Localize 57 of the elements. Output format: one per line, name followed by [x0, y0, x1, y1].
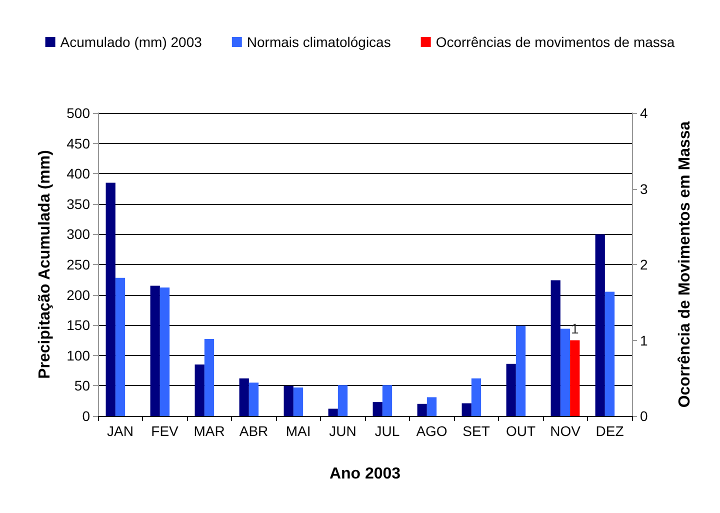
y-tick-label: 300 [66, 226, 90, 242]
bar [239, 378, 249, 416]
y2-tick-label: 0 [640, 408, 648, 424]
x-tick-label: SET [462, 423, 490, 439]
bar [462, 403, 472, 416]
y2-tick-label: 1 [640, 332, 648, 348]
bar [426, 397, 437, 416]
legend-label: Acumulado (mm) 2003 [60, 34, 202, 50]
y-tick-label: 500 [66, 105, 90, 121]
legend-label: Ocorrências de movimentos de massa [436, 34, 675, 50]
x-tick-label: AGO [416, 423, 448, 439]
y-tick-label: 0 [82, 408, 90, 424]
y2-tick-label: 2 [640, 256, 648, 272]
x-tick-label: DEZ [596, 423, 624, 439]
bar [417, 404, 427, 416]
bar [604, 292, 615, 416]
bar [372, 402, 382, 416]
x-tick-label: ABR [239, 423, 268, 439]
y-tick-label: 450 [66, 135, 90, 152]
y-tick-label: 50 [74, 378, 90, 394]
bar [382, 385, 392, 416]
bar [516, 326, 526, 416]
x-tick-label: JUN [329, 423, 356, 439]
x-tick-label: MAI [286, 423, 311, 439]
bar [150, 286, 160, 416]
x-tick-label: JAN [107, 423, 134, 439]
x-tick-label: FEV [151, 423, 180, 439]
x-tick-label: OUT [506, 423, 536, 439]
x-tick-label: NOV [550, 423, 582, 439]
y2-axis-title: Ocorrência de Movimentos em Massa [676, 121, 694, 408]
bar [338, 385, 348, 416]
y-tick-label: 350 [66, 196, 90, 212]
bar [248, 382, 259, 416]
y-tick-label: 250 [66, 256, 90, 272]
y2-tick-label: 3 [640, 180, 648, 197]
y-tick-label: 200 [66, 286, 90, 303]
y-tick-label: 400 [66, 166, 90, 182]
legend-label: Normais climatológicas [246, 34, 391, 50]
bar [115, 278, 126, 416]
y2-tick-label: 4 [640, 105, 648, 121]
x-tick-label: MAR [194, 423, 225, 439]
bar [595, 234, 605, 416]
bar [506, 364, 516, 416]
x-tick-label: JUL [374, 423, 400, 439]
bar [550, 280, 560, 416]
bar [284, 386, 294, 416]
y-tick-label: 100 [66, 347, 90, 364]
bar [328, 408, 338, 416]
bar [471, 378, 482, 416]
bar [106, 182, 116, 416]
bar [293, 388, 304, 416]
bar [204, 339, 214, 416]
bar [160, 288, 170, 416]
bar [194, 364, 204, 416]
x-axis-title: Ano 2003 [329, 466, 401, 482]
y-tick-label: 150 [66, 317, 90, 334]
y-axis-title: Precipitação Acumulada (mm) [36, 150, 54, 379]
